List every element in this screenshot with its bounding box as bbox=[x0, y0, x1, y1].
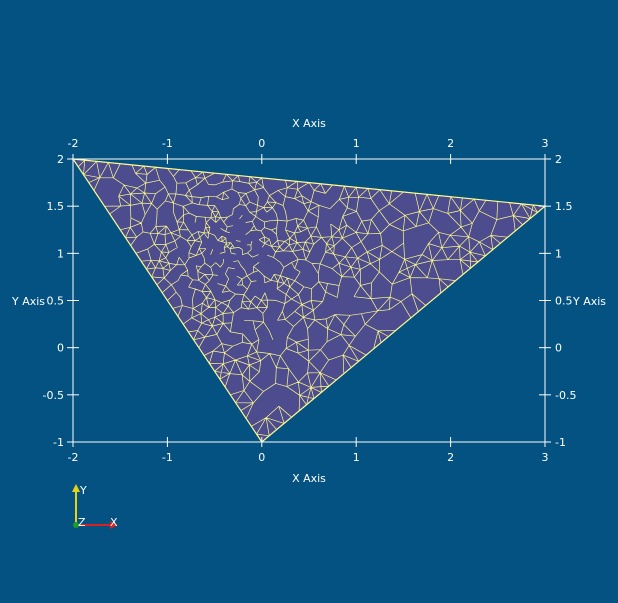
x-tick-label-top: 0 bbox=[258, 137, 265, 150]
x-tick-label-top: 2 bbox=[447, 137, 454, 150]
y-tick-label-right: 2 bbox=[555, 153, 562, 166]
x-tick-label-bottom: 0 bbox=[258, 451, 265, 464]
y-tick-label-right: 0 bbox=[555, 342, 562, 355]
y-tick-label-left: 0.5 bbox=[47, 295, 65, 308]
orient-x-label: X bbox=[110, 516, 118, 529]
y-tick-label-left: -1 bbox=[53, 436, 64, 449]
y-tick-label-right: -0.5 bbox=[555, 389, 576, 402]
x-tick-label-top: -2 bbox=[68, 137, 79, 150]
orientation-axes-widget: Y X Z bbox=[72, 484, 118, 529]
x-axis-title-bottom: X Axis bbox=[292, 472, 326, 485]
x-tick-label-top: 3 bbox=[542, 137, 549, 150]
triangle-mesh bbox=[71, 158, 547, 443]
orient-y-label: Y bbox=[79, 484, 87, 497]
y-tick-label-right: 0.5 bbox=[555, 295, 573, 308]
y-tick-label-left: 2 bbox=[57, 153, 64, 166]
y-tick-label-left: -0.5 bbox=[43, 389, 64, 402]
x-axis-title-top: X Axis bbox=[292, 117, 326, 130]
y-tick-label-right: 1 bbox=[555, 247, 562, 260]
y-tick-label-left: 1.5 bbox=[47, 200, 65, 213]
orient-z-label: Z bbox=[78, 516, 86, 529]
x-tick-label-top: 1 bbox=[353, 137, 360, 150]
mesh-boundary bbox=[71, 158, 547, 443]
orient-x-arrowhead bbox=[110, 521, 118, 529]
x-tick-label-bottom: 2 bbox=[447, 451, 454, 464]
x-tick-label-bottom: -2 bbox=[68, 451, 79, 464]
x-tick-label-bottom: 1 bbox=[353, 451, 360, 464]
x-tick-label-bottom: 3 bbox=[542, 451, 549, 464]
y-tick-label-right: 1.5 bbox=[555, 200, 573, 213]
mesh-domain-fill bbox=[73, 159, 545, 442]
y-axis-title-left: Y Axis bbox=[11, 295, 45, 308]
y-tick-label-left: 1 bbox=[57, 247, 64, 260]
orient-y-arrowhead bbox=[72, 484, 80, 492]
x-tick-label-bottom: -1 bbox=[162, 451, 173, 464]
y-axis-title-right: Y Axis bbox=[572, 295, 606, 308]
x-tick-label-top: -1 bbox=[162, 137, 173, 150]
orient-z-dot bbox=[73, 522, 79, 528]
y-tick-label-left: 0 bbox=[57, 342, 64, 355]
y-tick-label-right: -1 bbox=[555, 436, 566, 449]
